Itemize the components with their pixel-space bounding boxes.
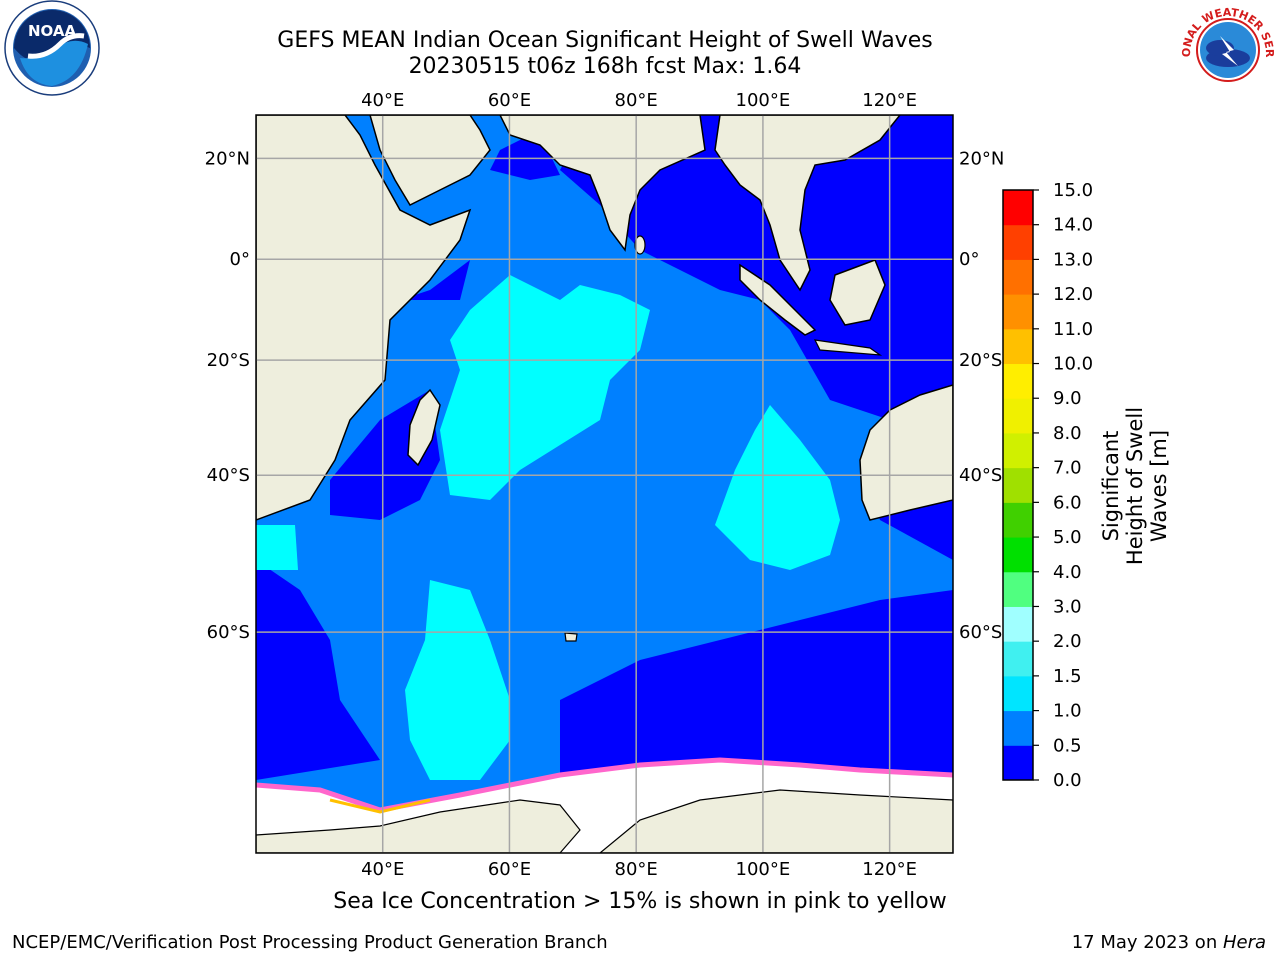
map-gridlines [256,115,953,853]
lat-label-right: 0° [959,249,979,270]
chart-subtitle: 20230515 t06z 168h fcst Max: 1.64 [408,54,802,79]
colorbar-tick-label: 7.0 [1053,458,1082,479]
nws-logo: NATIONAL WEATHER SERVICE [1176,0,1276,96]
lon-label-top: 120°E [862,90,917,111]
colorbar-title: Significant Height of Swell Waves [m] [1099,406,1171,566]
land-antarctica [256,799,581,853]
ice-edge-yellow [329,798,431,814]
colorbar-tick-label: 1.5 [1053,666,1082,687]
lat-label-left: 20°N [205,148,250,169]
land-arabia [369,115,491,206]
colorbar-swatch [1003,606,1033,642]
colorbar-tick-label: 10.0 [1053,354,1093,375]
map-tick-labels: 40°E 40°E 60°E 60°E 80°E 80°E 100°E 100°E 120°E 1… [205,90,1005,880]
colorbar-tick-label: 13.0 [1053,249,1093,270]
colorbar-tick-label: 12.0 [1053,284,1093,305]
swell-low-southwest [256,560,380,780]
colorbar-tick-label: 6.0 [1053,492,1082,513]
swell-high-south [405,580,510,780]
swell-high-west-edge [256,525,298,570]
lon-label-bottom: 40°E [361,859,404,880]
svg-text:NOAA: NOAA [28,22,77,40]
colorbar-swatch [1003,675,1033,712]
lat-label-right: 60°S [959,622,1002,643]
colorbar-swatch [1003,363,1033,399]
lon-label-top: 40°E [361,90,404,111]
land-java [813,339,883,356]
noaa-logo: NOAA [4,0,100,96]
footer-date: 17 May 2023 on Hera [1072,932,1266,953]
land-sumatra [739,263,817,336]
colorbar-swatch [1003,502,1033,538]
ice-edge [256,757,953,813]
colorbar-tick-label: 11.0 [1053,319,1093,340]
lon-label-bottom: 100°E [736,859,791,880]
colorbar-tick-label: 2.0 [1053,631,1082,652]
colorbar-swatch [1003,571,1033,607]
colorbar-tick-label: 1.0 [1053,701,1082,722]
colorbar-swatch [1003,294,1033,330]
swell-high-east [715,405,840,570]
lon-label-bottom: 80°E [615,859,658,880]
colorbar-swatch [1003,190,1033,226]
lat-label-right: 20°N [959,148,1004,169]
colorbar-swatch [1003,467,1033,503]
lon-label-bottom: 60°E [488,859,531,880]
colorbar-tick-label: 3.0 [1053,596,1082,617]
colorbar-swatch [1003,745,1033,781]
colorbar-swatch [1003,641,1033,677]
sea-ice-caption: Sea Ice Concentration > 15% is shown in … [333,889,947,914]
footer-credit: NCEP/EMC/Verification Post Processing Pr… [12,932,608,953]
swell-low-bay-of-bengal [560,115,953,420]
colorbar-swatch [1003,537,1033,573]
swell-high-central [440,275,650,500]
lon-label-top: 60°E [488,90,531,111]
lat-label-left: 40°S [207,465,250,486]
lat-label-right: 40°S [959,465,1002,486]
land-borneo [829,259,886,326]
swell-low-east-africa [400,260,470,300]
colorbar-swatch [1003,432,1033,469]
land-india [499,115,706,252]
colorbar-tick-label: 0.5 [1053,735,1082,756]
lat-label-left: 20°S [207,350,250,371]
colorbar-swatch [1003,398,1033,434]
colorbar-swatch [1003,259,1033,295]
lat-label-right: 20°S [959,350,1002,371]
lon-label-top: 100°E [736,90,791,111]
lon-label-top: 80°E [615,90,658,111]
lat-label-left: 0° [230,249,250,270]
land-africa [256,115,472,521]
colorbar-tick-label: 9.0 [1053,388,1082,409]
chart-title: GEFS MEAN Indian Ocean Significant Heigh… [277,28,933,53]
lat-label-left: 60°S [207,622,250,643]
colorbar: 0.0 0.5 1.0 1.5 2.0 3.0 4.0 5.0 6.0 7.0 8.0 9.0 10.0… [1002,180,1093,791]
land-antarctica-east [599,789,953,853]
footer-host: Hera [1222,932,1266,953]
map-frame [255,114,954,854]
swell-low-south [560,590,953,780]
footer-date-text: 17 May 2023 on [1071,932,1223,953]
lon-label-bottom: 120°E [862,859,917,880]
land-kerguelen [564,632,578,642]
colorbar-swatch [1003,710,1033,746]
colorbar-tick-label: 15.0 [1053,180,1093,201]
colorbar-frame [1002,189,1034,781]
colorbar-tick-label: 0.0 [1053,770,1082,791]
colorbar-swatch [1003,224,1033,260]
colorbar-swatch [1003,328,1033,365]
colorbar-tick-label: 14.0 [1053,215,1093,236]
colorbar-tick-label: 5.0 [1053,527,1082,548]
colorbar-tick-label: 8.0 [1053,423,1082,444]
land-sri-lanka [634,235,646,255]
colorbar-tick-label: 4.0 [1053,562,1082,583]
land-australia [859,384,953,521]
land-madagascar [407,388,441,467]
